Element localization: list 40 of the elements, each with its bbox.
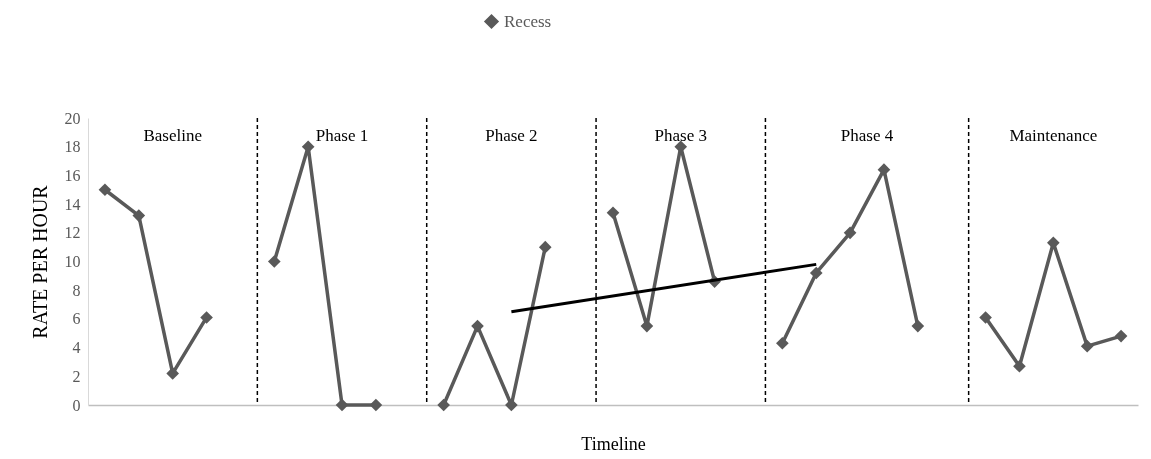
- legend-label: Recess: [504, 11, 552, 31]
- y-tick-label: 18: [64, 138, 81, 156]
- point: [1013, 359, 1026, 373]
- point: [132, 209, 146, 222]
- y-tick-label: 14: [64, 195, 81, 213]
- y-tick-label: 4: [72, 339, 81, 357]
- point: [911, 319, 925, 333]
- annotation: Phase 4: [840, 126, 894, 145]
- y-tick-label: 8: [72, 281, 81, 299]
- point: [979, 311, 992, 324]
- y-tick-label: 16: [64, 166, 81, 184]
- point: [606, 206, 620, 220]
- point: [877, 163, 891, 176]
- y-tick-label: 20: [64, 109, 81, 127]
- y-tick-label: 6: [72, 310, 81, 328]
- point: [166, 367, 179, 380]
- y-axis-title: RATE PER HOUR: [28, 184, 51, 339]
- point: [335, 398, 349, 412]
- annotation: Maintenance: [1009, 126, 1098, 145]
- point: [267, 255, 281, 268]
- point: [776, 336, 789, 350]
- x-axis-title: Timeline: [581, 433, 646, 454]
- point: [538, 240, 552, 254]
- y-tick-label: 2: [72, 367, 81, 385]
- y-tick-label: 0: [72, 396, 81, 414]
- point: [1114, 329, 1128, 343]
- y-tick-label: 10: [64, 253, 81, 270]
- annotation: Baseline: [143, 126, 202, 145]
- point: [98, 183, 112, 197]
- point: [1080, 339, 1094, 353]
- point: [200, 311, 213, 324]
- annotation: Phase 3: [654, 126, 707, 145]
- annotation: Phase 1: [315, 126, 369, 145]
- point: [437, 398, 450, 412]
- y-tick-label: 12: [64, 224, 81, 242]
- point: [843, 226, 857, 240]
- annotation: Phase 2: [485, 126, 538, 145]
- point: [809, 266, 823, 280]
- point: [369, 398, 383, 412]
- point: [471, 319, 484, 333]
